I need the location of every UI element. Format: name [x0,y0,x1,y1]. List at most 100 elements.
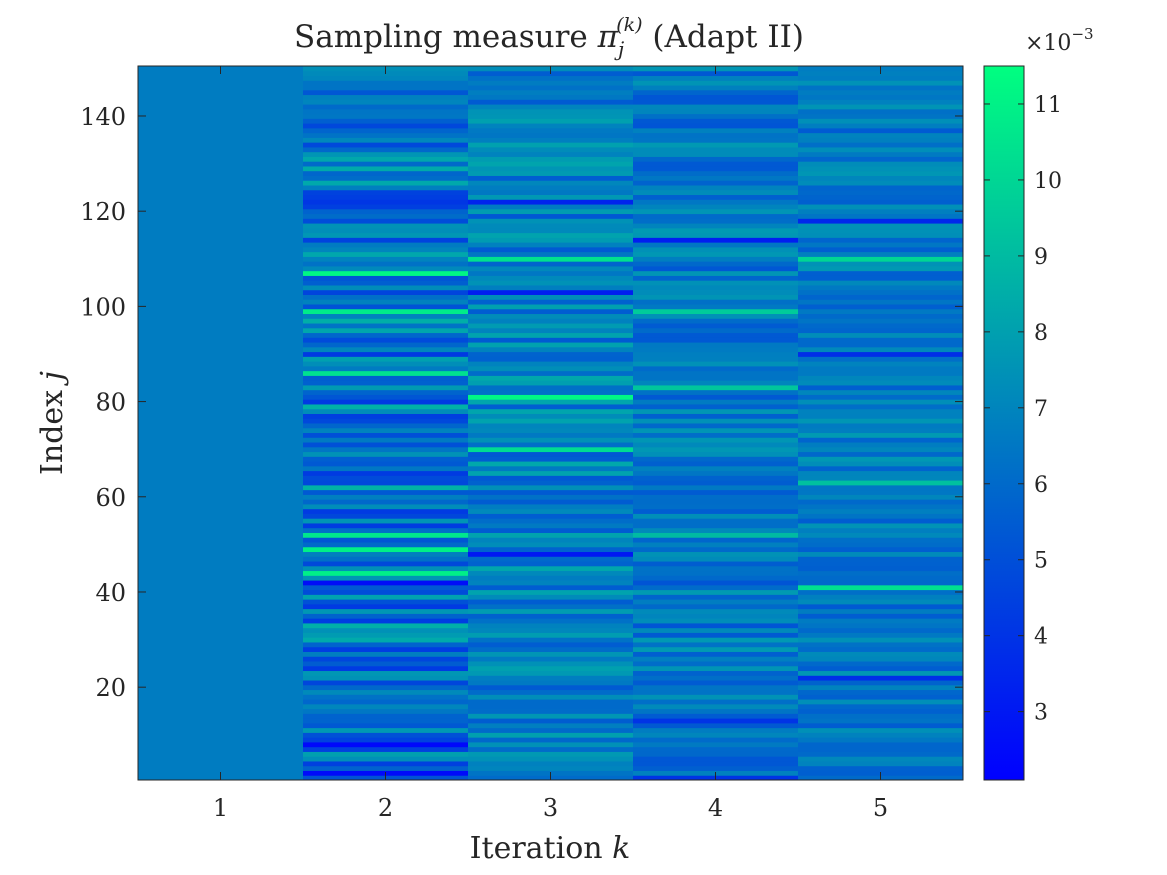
heatmap-cell [633,308,799,315]
heatmap-cell [633,99,799,105]
x-tick-label: 4 [708,794,723,822]
heatmap-cell [798,756,964,762]
heatmap-cell [468,537,634,543]
heatmap-cell [468,384,634,391]
heatmap-cell [798,375,964,381]
heatmap-cell [303,137,469,143]
heatmap-cell [798,622,964,629]
heatmap-cell [303,313,469,319]
heatmap-cell [303,237,469,243]
heatmap-cell [633,732,799,738]
heatmap-cell [468,580,634,586]
heatmap-cell [798,389,964,395]
heatmap-cell [303,89,469,96]
heatmap-cell [798,89,964,96]
x-tick-label: 2 [378,794,393,822]
heatmap-cell [633,737,799,743]
heatmap-cell [303,713,469,719]
heatmap-cell [798,370,964,376]
heatmap-cell [468,175,634,181]
heatmap-cell [468,142,634,148]
heatmap-cell [633,489,799,495]
heatmap-cell [303,208,469,215]
heatmap-cell [303,423,469,429]
heatmap-cell [303,594,469,600]
heatmap-cell [798,408,964,414]
heatmap-cell [303,213,469,219]
heatmap-cell [468,194,634,200]
heatmap-cell [633,603,799,610]
heatmap-cell [633,399,799,405]
heatmap-cell [303,251,469,257]
heatmap-cell [798,451,964,457]
heatmap-cell [468,284,634,291]
heatmap-cell [633,85,799,91]
heatmap-cell [303,418,469,424]
heatmap-cell [303,165,469,172]
heatmap-cell [798,456,964,462]
x-tick-label: 1 [213,794,228,822]
heatmap-cell [303,161,469,167]
heatmap-cell [303,380,469,386]
heatmap-cell [303,499,469,505]
heatmap-cell [303,446,469,453]
heatmap-cell [303,199,469,205]
heatmap-cell [633,699,799,705]
heatmap-cell [633,718,799,724]
heatmap-cell [303,680,469,686]
heatmap-cell [468,261,634,267]
heatmap-cell [633,108,799,115]
heatmap-cell [303,361,469,367]
heatmap-cell [798,185,964,191]
heatmap-cell [633,218,799,224]
heatmap-cell [303,480,469,486]
colorbar-ticks: 3 4 5 6 7 8 9 10 11 [984,93,1062,726]
heatmap-cell [468,542,634,548]
heatmap-cell [633,213,799,219]
heatmap-cell [303,151,469,157]
heatmap-cell [798,161,964,167]
heatmap-cell [468,718,634,724]
heatmap-cell [798,508,964,514]
heatmap-cell [468,756,634,762]
heatmap-cell [633,670,799,676]
heatmap-cell [798,465,964,472]
heatmap-cell [798,265,964,272]
heatmap-cell [303,127,469,134]
heatmap-cell [798,613,964,619]
heatmap-cell [633,665,799,672]
heatmap-cell [468,584,634,591]
heatmap-cell [468,689,634,695]
heatmap-cell [798,722,964,729]
heatmap-cell [468,146,634,153]
heatmap-cell [633,118,799,124]
y-tick-label: 140 [80,103,126,131]
heatmap-cell [798,518,964,524]
heatmap-cell [303,646,469,652]
heatmap-cell [798,484,964,491]
heatmap-cell [798,732,964,738]
heatmap-cell [303,408,469,414]
heatmap-cell [303,532,469,538]
heatmap-cell [798,703,964,710]
heatmap-cell [303,218,469,224]
x-tick-label: 5 [873,794,888,822]
heatmap-cell [798,489,964,495]
heatmap-cell [468,599,634,605]
heatmap-cell [633,304,799,310]
heatmap-cell [303,760,469,767]
heatmap-cell [303,632,469,638]
heatmap-cell [468,456,634,462]
heatmap-cell [468,208,634,215]
heatmap-cell [303,508,469,514]
heatmap-cell [633,713,799,719]
heatmap-cell [633,289,799,295]
heatmap-cell [633,284,799,291]
heatmap-cell [303,613,469,619]
heatmap-cell [468,99,634,105]
heatmap-cell [633,242,799,248]
heatmap-cell [633,680,799,686]
heatmap-cell [303,118,469,124]
x-axis: 1 2 3 4 5 [213,66,888,822]
